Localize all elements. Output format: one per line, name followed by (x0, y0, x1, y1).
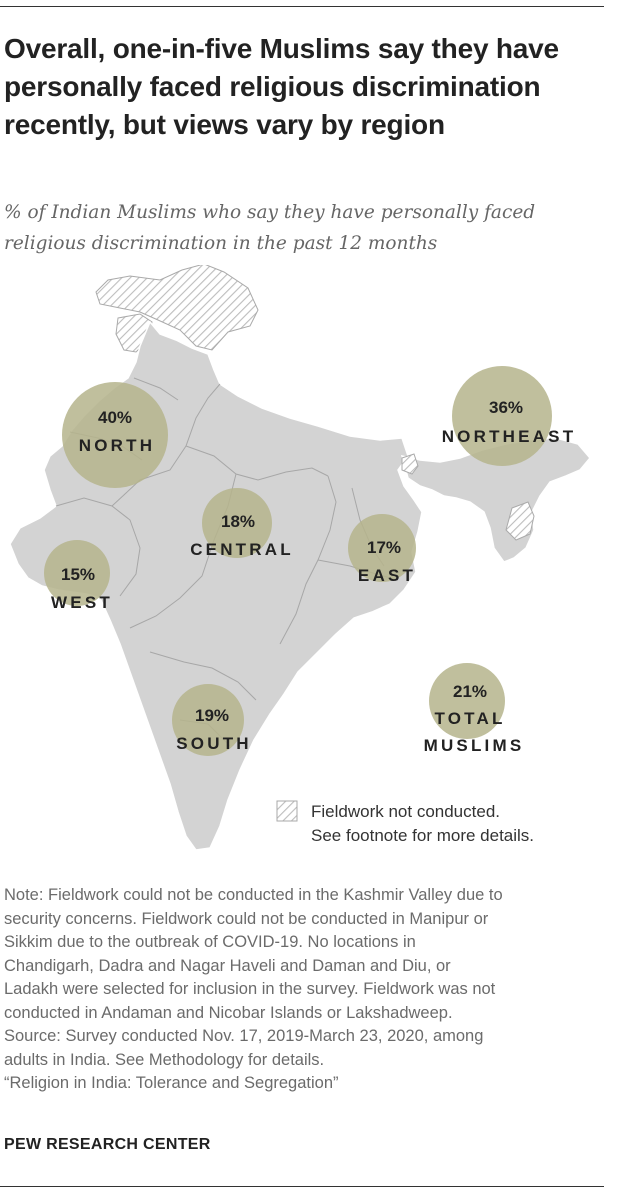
west-value: 15% (61, 565, 95, 584)
legend-line1: Fieldwork not conducted. (311, 802, 500, 821)
bottom-rule (0, 1186, 604, 1187)
note-line: Ladakh were selected for inclusion in th… (4, 980, 496, 998)
north-value: 40% (98, 408, 132, 427)
map-legend: Fieldwork not conducted. See footnote fo… (276, 800, 534, 845)
bubble-north (62, 382, 168, 488)
region-labels: 40% NORTH 36% NORTHEAST 18% CENTRAL 17% … (51, 398, 577, 755)
ladakh-area (95, 265, 259, 351)
note-line: conducted in Andaman and Nicobar Islands… (4, 1003, 453, 1022)
note-line: adults in India. See Methodology for det… (4, 1050, 325, 1069)
bubble-central (202, 488, 272, 558)
chart-subtitle: % of Indian Muslims who say they have pe… (4, 202, 536, 254)
note-line: Chandigarh, Dadra and Nagar Haveli and D… (4, 956, 451, 975)
west-name: WEST (51, 593, 113, 612)
south-value: 19% (195, 706, 229, 725)
note-line: security concerns. Fieldwork could not b… (4, 909, 489, 928)
chart-title: Overall, one-in-five Muslims say they ha… (4, 33, 559, 140)
bubble-south (172, 684, 244, 756)
sikkim-area (401, 453, 419, 475)
footnote: Note: Fieldwork could not be conducted i… (4, 884, 604, 1096)
source-org: PEW RESEARCH CENTER (4, 1136, 211, 1153)
legend-line2: See footnote for more details. (311, 826, 534, 845)
northeast-name: NORTHEAST (442, 427, 577, 446)
manipur-area (505, 501, 535, 541)
top-rule (0, 6, 604, 7)
east-name: EAST (358, 566, 416, 585)
region-bubbles (44, 366, 552, 756)
central-value: 18% (221, 512, 255, 531)
east-value: 17% (367, 538, 401, 557)
northeast-value: 36% (489, 398, 523, 417)
note-line: Note: Fieldwork could not be conducted i… (4, 886, 503, 904)
bubble-east (348, 514, 416, 582)
central-name: CENTRAL (190, 540, 294, 559)
bubble-total (429, 663, 505, 739)
north-name: NORTH (79, 436, 155, 455)
india-map: 40% NORTH 36% NORTHEAST 18% CENTRAL 17% … (9, 265, 591, 851)
hatch-swatch (276, 800, 298, 822)
note-line: Sikkim due to the outbreak of COVID-19. … (4, 933, 416, 951)
total-name-line1: TOTAL (434, 709, 505, 728)
bubble-west (44, 540, 110, 606)
total-value: 21% (453, 682, 487, 701)
south-name: SOUTH (176, 734, 252, 753)
total-name-line2: MUSLIMS (424, 736, 525, 755)
note-line: Source: Survey conducted Nov. 17, 2019-M… (4, 1027, 484, 1045)
note-line: “Religion in India: Tolerance and Segreg… (4, 1074, 339, 1092)
bubble-northeast (452, 366, 552, 466)
